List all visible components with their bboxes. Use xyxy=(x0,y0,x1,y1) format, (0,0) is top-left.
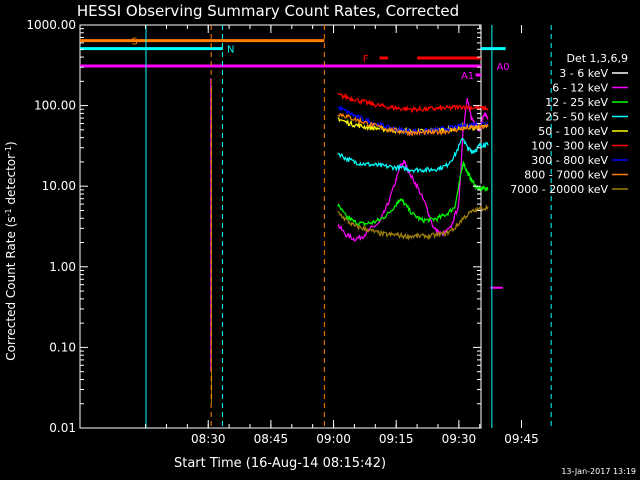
legend-label-2: 12 - 25 keV xyxy=(545,96,608,109)
y-tick-label: 0.01 xyxy=(49,421,76,435)
x-tick-label: 08:45 xyxy=(254,432,289,446)
state-label-n: N xyxy=(227,45,234,56)
chart-title: HESSI Observing Summary Count Rates, Cor… xyxy=(77,2,459,20)
series-line-7 xyxy=(337,113,489,137)
y-tick-label: 100.00 xyxy=(34,99,76,113)
axis-ticks: 08:30 08:45 09:00 09:15 09:30 09:45 1000.00 100… xyxy=(26,18,538,446)
time-markers xyxy=(145,25,552,428)
series-line-5 xyxy=(337,92,489,114)
plot-frame xyxy=(79,24,482,429)
legend-label-0: 3 - 6 keV xyxy=(559,67,608,80)
series-line-0 xyxy=(337,163,489,269)
state-bars: S N F A0 A1 xyxy=(80,37,510,82)
legend-label-6: 300 - 800 keV xyxy=(531,154,608,167)
x-tick-label: 09:45 xyxy=(504,432,539,446)
series-line-8 xyxy=(337,203,489,241)
legend-label-4: 50 - 100 keV xyxy=(538,125,608,138)
series-line-3 xyxy=(337,137,489,174)
state-label-a1: A1 xyxy=(461,71,474,82)
legend-label-3: 25 - 50 keV xyxy=(545,111,608,124)
legend-label-7: 800 - 7000 keV xyxy=(524,169,608,182)
state-label-s: S xyxy=(131,37,137,48)
legend-title: Det 1,3,6,9 xyxy=(566,52,628,65)
legend-label-1: 6 - 12 keV xyxy=(552,82,608,95)
timestamp: 13-Jan-2017 13:19 xyxy=(561,467,636,476)
y-tick-label: 0.10 xyxy=(49,340,76,354)
state-label-a0: A0 xyxy=(496,62,509,73)
x-tick-label: 09:30 xyxy=(442,432,477,446)
x-tick-label: 09:00 xyxy=(316,432,351,446)
legend-label-5: 100 - 300 keV xyxy=(531,140,608,153)
y-tick-label: 10.00 xyxy=(42,179,76,193)
x-tick-label: 08:30 xyxy=(191,432,226,446)
series-line-2 xyxy=(337,161,489,227)
plot-axes xyxy=(79,24,482,429)
y-tick-label: 1000.00 xyxy=(26,18,76,32)
x-axis-label: Start Time (16-Aug-14 08:15:42) xyxy=(174,456,386,471)
series-lines xyxy=(210,78,503,404)
y-tick-label: 1.00 xyxy=(49,260,76,274)
y-axis-label: Corrected Count Rate (s-1 detector-1) xyxy=(4,141,18,360)
legend-label-8: 7000 - 20000 keV xyxy=(510,183,608,196)
state-label-f: F xyxy=(363,54,369,65)
x-tick-label: 09:15 xyxy=(379,432,414,446)
